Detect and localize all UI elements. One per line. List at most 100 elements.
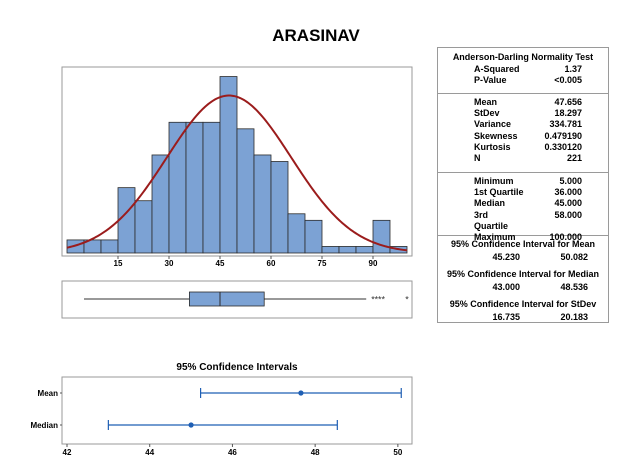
ci-mean-high: 50.082 xyxy=(560,252,588,262)
moment-stat-label: Skewness xyxy=(474,130,518,141)
histogram-bar xyxy=(321,246,340,254)
moment-stat-row: Skewness 0.479190 xyxy=(438,131,608,142)
confidence-intervals-section: 95% Confidence Interval for Mean 45.230 … xyxy=(438,236,608,324)
ad-stat-label: P-Value xyxy=(474,75,507,86)
moment-stat-label: StDev xyxy=(474,108,500,119)
ad-stat-value: 1.37 xyxy=(564,64,582,74)
ci-median-row: 43.000 48.536 xyxy=(438,281,608,294)
boxplot-box xyxy=(188,291,265,307)
histogram-x-axis: 15 30 45 60 75 90 xyxy=(114,256,378,268)
histogram-bar xyxy=(236,128,255,254)
ci-median-title: 95% Confidence Interval for Median xyxy=(446,269,600,279)
histogram-bar xyxy=(100,239,119,254)
ci-median-high: 48.536 xyxy=(560,282,588,292)
ci-plot: Mean Median 42 44 46 48 50 xyxy=(30,388,403,457)
histogram-bar xyxy=(117,187,136,254)
moment-stat-value: 18.297 xyxy=(554,108,582,119)
histogram-x-tick-label: 15 xyxy=(114,259,123,268)
moment-stat-row: StDev 18.297 xyxy=(438,108,608,119)
moment-stat-value: 334.781 xyxy=(549,119,582,130)
boxplot-outlier: * xyxy=(381,295,385,305)
quantile-stat-row: Minimum 5.000 xyxy=(438,176,608,187)
histogram-bars xyxy=(66,76,408,254)
ad-stat-row: P-Value <0.005 xyxy=(438,75,608,86)
ci-category-label: Median xyxy=(30,421,58,430)
moment-stat-row: Kurtosis 0.330120 xyxy=(438,142,608,153)
ci-chart-title: 95% Confidence Intervals xyxy=(176,362,298,373)
quantile-stat-label: 1st Quartile xyxy=(474,187,524,198)
ci-mean-row: 45.230 50.082 xyxy=(438,251,608,264)
ci-median-low: 43.000 xyxy=(492,282,520,292)
boxplot-outlier: * xyxy=(405,295,409,305)
histogram-x-tick-label: 30 xyxy=(165,259,174,268)
quantile-stat-row: Maximum 100.000 xyxy=(438,232,608,243)
statistics-panel: Anderson-Darling Normality Test A-Square… xyxy=(437,47,609,323)
ci-x-tick-label: 48 xyxy=(311,448,320,457)
histogram-bar xyxy=(253,154,272,254)
moment-stat-label: Mean xyxy=(474,97,498,107)
ci-stdev-low: 16.735 xyxy=(492,312,520,322)
chart-title: ARASINAV xyxy=(272,26,360,45)
moment-stat-label: Variance xyxy=(474,119,512,130)
quantile-stat-row: Median 45.000 xyxy=(438,198,608,209)
ci-stdev-high: 20.183 xyxy=(560,312,588,322)
ci-x-tick-label: 50 xyxy=(393,448,402,457)
boxplot-frame xyxy=(61,280,413,319)
histogram-bar xyxy=(304,219,323,254)
ci-stdev-row: 16.735 20.183 xyxy=(438,311,608,324)
ad-stat-label: A-Squared xyxy=(474,64,520,74)
moment-stat-label: N xyxy=(474,153,481,164)
ci-mean-title: 95% Confidence Interval for Mean xyxy=(450,239,596,249)
moment-stat-value: 221 xyxy=(566,153,582,164)
moment-stat-row: Variance 334.781 xyxy=(438,119,608,130)
quantiles-section: Minimum 5.000 1st Quartile 36.000 Median 45.0… xyxy=(438,173,608,242)
histogram-bar xyxy=(151,154,170,254)
ci-category-label: Mean xyxy=(38,389,59,398)
quantile-stat-label: Median xyxy=(474,198,506,209)
quantile-stat-value: 36.000 xyxy=(554,187,582,198)
histogram-bar xyxy=(287,213,306,254)
quantile-stat-value: 100.000 xyxy=(549,232,582,243)
histogram-bar xyxy=(372,219,391,254)
histogram-x-tick-label: 90 xyxy=(369,259,378,268)
ci-point xyxy=(298,390,304,396)
ci-x-tick-label: 42 xyxy=(63,448,72,457)
moments-section: Mean 47.656 StDev 18.297 Variance 334.781 Skew… xyxy=(438,94,608,173)
histogram-bar xyxy=(338,246,357,254)
moment-stat-row: N 221 xyxy=(438,153,608,164)
ci-x-tick-label: 46 xyxy=(228,448,237,457)
quantile-stat-value: 58.000 xyxy=(554,209,582,220)
moment-stat-row: Mean 47.656 xyxy=(438,97,608,108)
histogram-bar xyxy=(185,121,204,254)
ci-point xyxy=(188,422,194,428)
ci-x-tick-label: 44 xyxy=(145,448,154,457)
boxplot-outlier: * xyxy=(375,295,379,305)
moment-stat-value: 0.479190 xyxy=(544,130,582,141)
quantile-stat-row: 3rd Quartile 58.000 xyxy=(438,210,608,232)
histogram-bar xyxy=(270,161,289,254)
boxplot: * * * * * xyxy=(84,291,409,307)
quantile-stat-value: 5.000 xyxy=(559,176,582,186)
histogram-bar xyxy=(202,121,221,254)
moment-stat-value: 0.330120 xyxy=(544,141,582,152)
normal-fit-curve xyxy=(66,94,408,252)
ci-frame xyxy=(61,376,413,445)
quantile-stat-label: Maximum xyxy=(474,232,516,243)
ad-title: Anderson-Darling Normality Test xyxy=(452,52,594,62)
ad-stat-value: <0.005 xyxy=(554,75,582,86)
ci-stdev-title: 95% Confidence Interval for StDev xyxy=(449,299,597,309)
histogram-x-tick-label: 45 xyxy=(216,259,225,268)
ci-mean-low: 45.230 xyxy=(492,252,520,262)
histogram-frame xyxy=(61,66,413,257)
ad-stat-row: A-Squared 1.37 xyxy=(438,64,608,75)
histogram-x-tick-label: 60 xyxy=(267,259,276,268)
boxplot-outlier: * xyxy=(371,295,375,305)
histogram-bar xyxy=(355,246,374,254)
moment-stat-value: 47.656 xyxy=(554,97,582,107)
boxplot-outlier: * xyxy=(378,295,382,305)
quantile-stat-value: 45.000 xyxy=(554,198,582,209)
histogram-bar xyxy=(219,76,238,254)
histogram-x-tick-label: 75 xyxy=(318,259,327,268)
moment-stat-label: Kurtosis xyxy=(474,141,511,152)
